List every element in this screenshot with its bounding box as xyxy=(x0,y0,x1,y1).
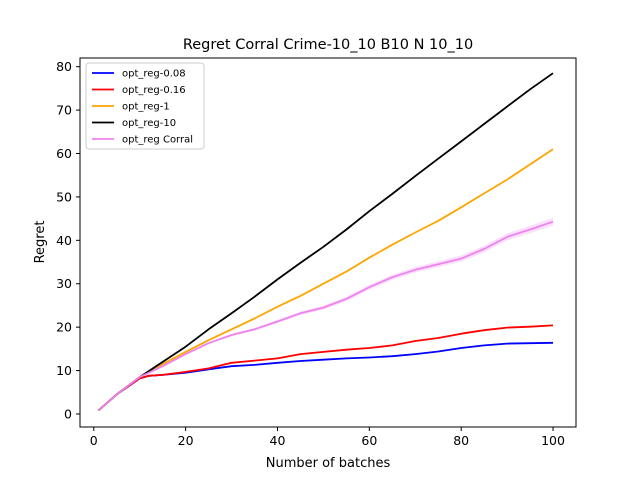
y-tick-label: 10 xyxy=(56,363,72,378)
y-axis: 0 10 20 30 40 50 60 70 80 xyxy=(56,59,80,421)
series-line xyxy=(97,148,554,412)
x-tick-label: 40 xyxy=(270,433,286,448)
y-tick-label: 40 xyxy=(56,233,72,248)
legend-label: opt_reg-10 xyxy=(122,118,176,129)
y-tick-label: 0 xyxy=(64,406,72,421)
legend: opt_reg-0.08 opt_reg-0.16 opt_reg-1 opt_reg… xyxy=(85,62,205,150)
legend-label: opt_reg-0.16 xyxy=(122,85,186,96)
plot-area xyxy=(97,72,554,412)
y-tick-label: 70 xyxy=(56,103,72,118)
y-tick-label: 30 xyxy=(56,276,72,291)
legend-label: opt_reg Corral xyxy=(122,135,193,146)
chart-title: Regret Corral Crime-10_10 B10 N 10_10 xyxy=(183,37,473,53)
x-tick-label: 0 xyxy=(90,433,98,448)
series-band xyxy=(98,217,554,411)
series-line xyxy=(97,220,554,412)
series-line xyxy=(97,341,554,412)
y-tick-label: 80 xyxy=(56,59,72,74)
axes-frame xyxy=(79,57,577,428)
series-line xyxy=(97,72,554,412)
legend-label: opt_reg-0.08 xyxy=(122,69,186,80)
y-tick-label: 60 xyxy=(56,146,72,161)
y-tick-label: 50 xyxy=(56,189,72,204)
y-axis-label: Regret xyxy=(33,221,48,264)
legend-label: opt_reg-1 xyxy=(122,102,170,113)
x-tick-label: 60 xyxy=(361,433,377,448)
series-line xyxy=(97,324,554,412)
x-axis: 0 20 40 60 80 100 xyxy=(90,427,565,448)
y-tick-label: 20 xyxy=(56,320,72,335)
x-axis-label: Number of batches xyxy=(266,456,391,471)
x-tick-label: 100 xyxy=(541,433,565,448)
x-tick-label: 80 xyxy=(453,433,469,448)
x-tick-label: 20 xyxy=(178,433,194,448)
legend-box xyxy=(85,62,205,150)
